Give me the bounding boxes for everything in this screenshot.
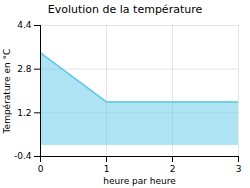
svg-text:4.4: 4.4 (17, 20, 32, 30)
svg-text:0: 0 (38, 164, 44, 174)
html-text:Evolution de la température: Evolution de la température (47, 3, 203, 16)
svg-text:heure par heure: heure par heure (103, 176, 176, 186)
svg-text:-0.4: -0.4 (14, 151, 32, 161)
svg-text:2: 2 (170, 164, 176, 174)
svg-text:1: 1 (104, 164, 110, 174)
svg-text:Température en °C: Température en °C (2, 49, 12, 135)
svg-text:1.2: 1.2 (17, 108, 31, 118)
svg-text:2.8: 2.8 (17, 64, 32, 74)
svg-text:3: 3 (236, 164, 242, 174)
